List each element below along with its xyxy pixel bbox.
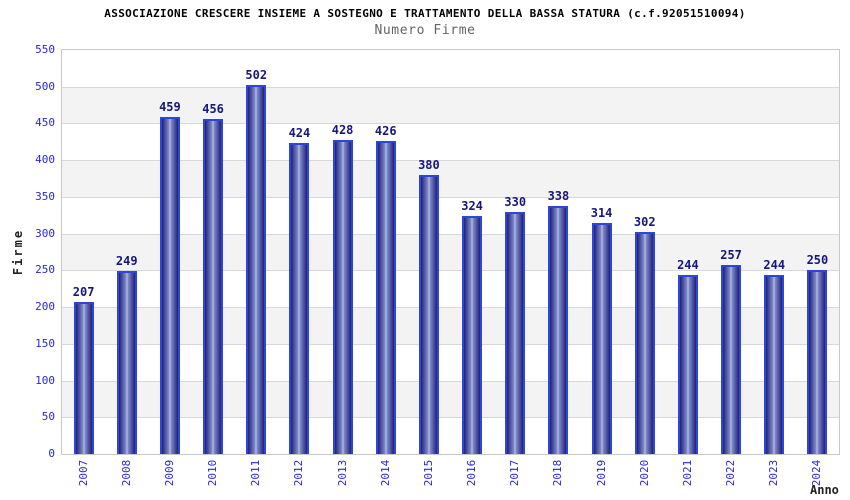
x-axis-title: Anno [810, 483, 839, 497]
bar-value-label: 338 [547, 188, 570, 203]
bar-2018 [548, 205, 569, 454]
x-tick-label: 2022 [724, 459, 738, 487]
gridline [62, 233, 839, 235]
plot-band [62, 307, 839, 344]
x-tick-label: 2007 [76, 459, 90, 487]
bar-value-label: 424 [288, 125, 311, 140]
bar-value-label: 244 [763, 257, 786, 272]
x-tick-label: 2023 [767, 459, 781, 487]
y-tick-label: 0 [48, 447, 55, 460]
bar-2024 [807, 270, 828, 454]
chart-subtitle: Numero Firme [374, 23, 476, 38]
y-tick-label: 100 [35, 373, 55, 387]
bar-2010 [203, 119, 224, 454]
bar-value-label: 257 [720, 248, 742, 263]
bar-value-label: 428 [331, 122, 354, 137]
gridline [62, 86, 839, 88]
bar-value-label: 324 [461, 199, 483, 213]
bar-2022 [721, 265, 742, 454]
x-tick-label: 2015 [421, 459, 435, 487]
bar-value-label: 380 [418, 157, 440, 172]
gridline [62, 380, 839, 382]
plot-band [62, 160, 839, 197]
x-tick-label: 2018 [551, 459, 565, 487]
bar-value-label: 302 [633, 215, 656, 230]
gridline [62, 123, 839, 125]
x-tick-label: 2019 [594, 459, 608, 487]
bar-value-label: 249 [115, 254, 138, 269]
gridline [62, 307, 839, 309]
plot-band [62, 50, 839, 87]
bar-2014 [375, 141, 396, 454]
plot-area: 207 249 459 456 502 424 428 426 380 324 330 338 314 3… [61, 49, 840, 455]
bar-2020 [634, 232, 655, 454]
gridline [62, 196, 839, 198]
bar-2019 [591, 223, 612, 454]
x-tick-label: 2021 [680, 459, 694, 487]
bar-value-label: 250 [806, 253, 829, 268]
x-tick-label: 2012 [292, 459, 306, 487]
gridline [62, 343, 839, 345]
plot-band [62, 380, 839, 418]
gridline [62, 270, 839, 272]
bar-2012 [289, 142, 310, 454]
bar-value-label: 314 [590, 206, 613, 221]
x-tick-label: 2020 [637, 459, 651, 487]
y-tick-label: 500 [35, 79, 55, 93]
bar-value-label: 426 [374, 124, 397, 139]
y-tick-label: 50 [41, 410, 55, 424]
bar-2011 [246, 85, 267, 454]
y-tick-label: 300 [35, 226, 55, 240]
bar-2016 [462, 216, 483, 454]
plot-band [62, 86, 839, 124]
y-tick-label: 450 [35, 116, 55, 130]
chart-title: ASSOCIAZIONE CRESCERE INSIEME A SOSTEGNO… [104, 7, 746, 20]
bar-2009 [159, 116, 180, 454]
bar-value-label: 459 [159, 99, 181, 114]
x-tick-label: 2016 [465, 459, 479, 487]
x-tick-label: 2011 [249, 459, 263, 487]
gridline [62, 417, 839, 419]
bar-2017 [505, 211, 526, 454]
bar-value-label: 207 [72, 284, 95, 299]
y-tick-label: 550 [35, 43, 55, 56]
x-tick-label: 2017 [508, 459, 522, 487]
y-tick-label: 200 [35, 300, 55, 314]
bar-value-label: 330 [504, 194, 527, 209]
bar-2008 [116, 271, 137, 454]
plot-band [62, 233, 839, 271]
x-tick-label: 2008 [119, 459, 133, 487]
y-tick-label: 400 [35, 153, 55, 167]
bar-2015 [418, 174, 439, 454]
y-tick-label: 350 [35, 189, 55, 203]
y-tick-label: 150 [35, 336, 55, 350]
bar-2023 [764, 274, 785, 454]
x-tick-label: 2010 [206, 459, 220, 487]
bar-2007 [73, 301, 94, 454]
bar-value-label: 502 [245, 68, 268, 83]
y-tick-label: 250 [35, 263, 55, 277]
bar-2013 [332, 139, 353, 454]
x-tick-label: 2009 [162, 459, 176, 487]
bar-value-label: 244 [677, 257, 699, 272]
x-tick-label: 2014 [378, 459, 392, 487]
gridline [62, 160, 839, 162]
x-tick-label: 2013 [335, 459, 349, 487]
bar-value-label: 456 [202, 102, 224, 117]
bar-2021 [677, 274, 698, 454]
